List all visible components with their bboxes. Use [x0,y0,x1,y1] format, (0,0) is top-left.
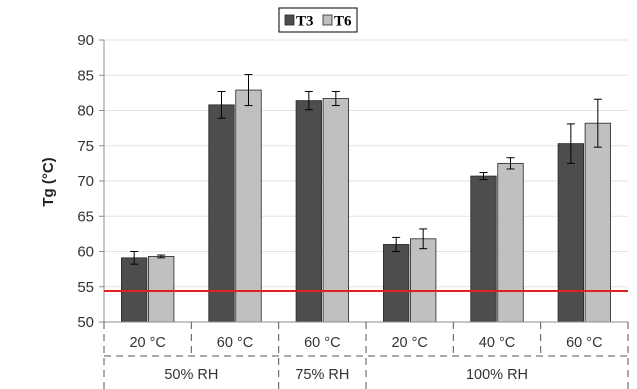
category-label: 20 °C [129,335,165,351]
legend-label-t6: T6 [334,14,352,30]
error-bar-t3-1 [217,90,226,119]
y-axis: 50 55 60 65 70 75 80 85 90 [77,32,105,331]
bar-t6-1 [235,89,262,323]
y-tick-label: 85 [77,67,94,84]
error-bar-t6-2 [331,90,340,107]
error-bars [130,74,602,265]
error-bar-t3-4 [479,172,488,181]
error-bar-t3-3 [392,236,401,252]
y-tick-label: 55 [77,279,94,296]
error-bar-t6-3 [419,228,428,250]
y-axis-label: Tg (°C) [40,157,57,206]
legend: T3 T6 [278,7,358,33]
error-bar-t6-4 [506,157,515,170]
group-label: 100% RH [466,367,528,383]
bar-t6-0 [148,256,175,323]
category-label: 60 °C [566,335,602,351]
error-bar-t6-5 [593,98,602,148]
y-tick-label: 65 [77,208,94,225]
y-tick-label: 80 [77,103,94,120]
legend-swatch-t6 [322,14,333,26]
bars [121,89,611,323]
y-tick-label: 75 [77,138,94,155]
y-tick-label: 60 [77,244,94,261]
gridlines [104,39,628,288]
error-bar-t6-1 [244,74,253,107]
bar-t6-2 [322,98,349,323]
bar-t3-0 [121,257,148,323]
bar-t6-5 [584,122,611,323]
error-bar-t3-0 [130,251,139,265]
bar-t3-3 [383,244,410,323]
legend-swatch-t3 [284,14,295,26]
error-bar-t3-5 [566,123,575,164]
bar-t3-4 [470,175,497,323]
category-label: 60 °C [217,335,253,351]
y-tick-label: 50 [77,314,94,331]
group-label: 75% RH [295,367,349,383]
error-bar-t6-0 [157,254,166,259]
x-axis: 20 °C 60 °C 60 °C 20 °C 40 °C 60 °C 50% RH 75% … [103,321,629,389]
bar-t3-2 [295,100,322,323]
y-tick-label: 90 [77,32,94,49]
category-label: 60 °C [304,335,340,351]
bar-t6-4 [497,162,524,323]
bar-t6-3 [410,238,437,323]
category-label: 40 °C [479,335,515,351]
bar-t3-1 [208,104,235,323]
legend-label-t3: T3 [296,14,314,30]
error-bar-t3-2 [304,90,313,111]
group-label: 50% RH [164,367,218,383]
bar-t3-5 [557,143,584,323]
y-tick-label: 70 [77,173,94,190]
category-label: 20 °C [391,335,427,351]
